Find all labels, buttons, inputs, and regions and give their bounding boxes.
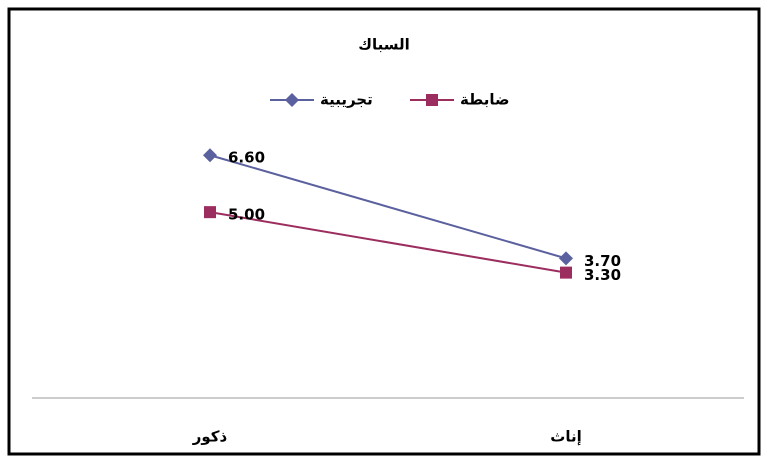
legend-label: تجريبية: [320, 91, 373, 109]
chart-title: السباك: [358, 36, 410, 54]
data-label: 3.70: [584, 252, 621, 270]
x-tick-label: ذكور: [192, 428, 228, 446]
legend-marker: [285, 93, 299, 107]
data-point: [560, 266, 572, 279]
legend-label: ضابطة: [460, 91, 509, 109]
data-label: 5.00: [228, 206, 265, 224]
data-point: [559, 251, 573, 266]
chart-border: [7, 7, 761, 456]
series-line: [209, 154, 567, 260]
legend-marker: [426, 94, 438, 106]
data-label: 3.30: [584, 266, 621, 284]
x-tick-label: إناث: [550, 428, 581, 446]
data-point: [203, 148, 217, 163]
data-point: [204, 206, 216, 219]
series-line: [209, 211, 567, 274]
data-label: 6.60: [228, 149, 265, 167]
